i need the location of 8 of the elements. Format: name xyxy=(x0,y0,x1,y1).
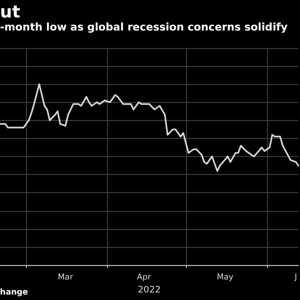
chart-subtitle: -month low as global recession concerns solidify xyxy=(0,22,288,34)
x-tick-label: Mar xyxy=(58,272,74,282)
x-tick-label: Apr xyxy=(137,272,152,282)
x-tick-label: J xyxy=(294,272,297,282)
x-axis-title: 2022 xyxy=(138,285,161,296)
chart-title: ut xyxy=(0,2,20,22)
text: hange xyxy=(0,288,29,296)
x-tick-label: May xyxy=(216,272,234,282)
